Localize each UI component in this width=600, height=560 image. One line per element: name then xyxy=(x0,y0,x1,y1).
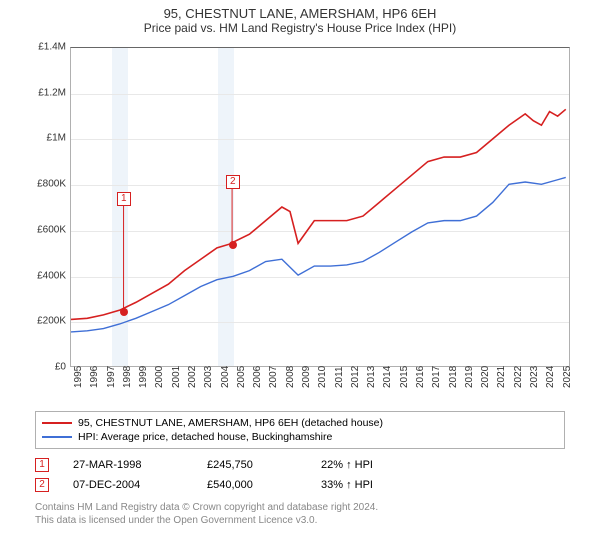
series-line xyxy=(71,109,566,319)
legend: 95, CHESTNUT LANE, AMERSHAM, HP6 6EH (de… xyxy=(35,411,565,449)
chart: 12 £0£200K£400K£600K£800K£1M£1.2M£1.4M19… xyxy=(20,39,580,409)
row-date: 07-DEC-2004 xyxy=(73,479,183,491)
marker-label: 2 xyxy=(226,175,240,189)
x-axis-label: 2013 xyxy=(366,366,377,388)
x-axis-label: 1996 xyxy=(89,366,100,388)
legend-label: 95, CHESTNUT LANE, AMERSHAM, HP6 6EH (de… xyxy=(78,417,383,429)
plot-area: 12 xyxy=(70,47,570,367)
chart-lines xyxy=(71,48,569,366)
x-axis-label: 2016 xyxy=(415,366,426,388)
x-axis-label: 1997 xyxy=(106,366,117,388)
series-line xyxy=(71,177,566,331)
page-subtitle: Price paid vs. HM Land Registry's House … xyxy=(0,21,600,39)
x-axis-label: 2011 xyxy=(334,366,345,388)
legend-label: HPI: Average price, detached house, Buck… xyxy=(78,431,332,443)
x-axis-label: 2020 xyxy=(480,366,491,388)
x-axis-label: 2003 xyxy=(203,366,214,388)
row-delta: 33% ↑ HPI xyxy=(321,479,373,491)
x-axis-label: 1998 xyxy=(122,366,133,388)
y-axis-label: £600K xyxy=(37,224,66,235)
x-axis-label: 2018 xyxy=(448,366,459,388)
x-axis-label: 2005 xyxy=(236,366,247,388)
row-delta: 22% ↑ HPI xyxy=(321,459,373,471)
marker-label: 1 xyxy=(117,192,131,206)
y-axis-label: £800K xyxy=(37,179,66,190)
footer-line-2: This data is licensed under the Open Gov… xyxy=(35,514,565,527)
x-axis-label: 2007 xyxy=(268,366,279,388)
x-axis-label: 2023 xyxy=(529,366,540,388)
x-axis-label: 2014 xyxy=(382,366,393,388)
y-axis-label: £0 xyxy=(55,362,66,373)
legend-swatch xyxy=(42,422,72,424)
x-axis-label: 2012 xyxy=(350,366,361,388)
x-axis-label: 1995 xyxy=(73,366,84,388)
x-axis-label: 2019 xyxy=(464,366,475,388)
x-axis-label: 2002 xyxy=(187,366,198,388)
legend-swatch xyxy=(42,436,72,438)
x-axis-label: 2024 xyxy=(545,366,556,388)
marker-point xyxy=(229,241,237,249)
footer: Contains HM Land Registry data © Crown c… xyxy=(35,501,565,527)
footer-line-1: Contains HM Land Registry data © Crown c… xyxy=(35,501,565,514)
row-price: £540,000 xyxy=(207,479,297,491)
data-table: 1 27-MAR-1998 £245,750 22% ↑ HPI 2 07-DEC-200… xyxy=(35,455,565,495)
x-axis-label: 1999 xyxy=(138,366,149,388)
x-axis-label: 2006 xyxy=(252,366,263,388)
y-axis-label: £1.4M xyxy=(38,42,66,53)
x-axis-label: 2010 xyxy=(317,366,328,388)
table-row: 1 27-MAR-1998 £245,750 22% ↑ HPI xyxy=(35,455,565,475)
legend-item: HPI: Average price, detached house, Buck… xyxy=(42,430,558,444)
legend-item: 95, CHESTNUT LANE, AMERSHAM, HP6 6EH (de… xyxy=(42,416,558,430)
x-axis-label: 2022 xyxy=(513,366,524,388)
x-axis-label: 2025 xyxy=(562,366,573,388)
x-axis-label: 2001 xyxy=(171,366,182,388)
x-axis-label: 2017 xyxy=(431,366,442,388)
row-marker: 2 xyxy=(35,478,49,492)
x-axis-label: 2009 xyxy=(301,366,312,388)
y-axis-label: £1.2M xyxy=(38,87,66,98)
row-price: £245,750 xyxy=(207,459,297,471)
x-axis-label: 2008 xyxy=(285,366,296,388)
x-axis-label: 2015 xyxy=(399,366,410,388)
page-title: 95, CHESTNUT LANE, AMERSHAM, HP6 6EH xyxy=(0,0,600,21)
y-axis-label: £1M xyxy=(47,133,66,144)
x-axis-label: 2000 xyxy=(154,366,165,388)
y-axis-label: £400K xyxy=(37,270,66,281)
marker-point xyxy=(120,308,128,316)
row-marker: 1 xyxy=(35,458,49,472)
y-axis-label: £200K xyxy=(37,316,66,327)
x-axis-label: 2004 xyxy=(220,366,231,388)
x-axis-label: 2021 xyxy=(496,366,507,388)
table-row: 2 07-DEC-2004 £540,000 33% ↑ HPI xyxy=(35,475,565,495)
row-date: 27-MAR-1998 xyxy=(73,459,183,471)
